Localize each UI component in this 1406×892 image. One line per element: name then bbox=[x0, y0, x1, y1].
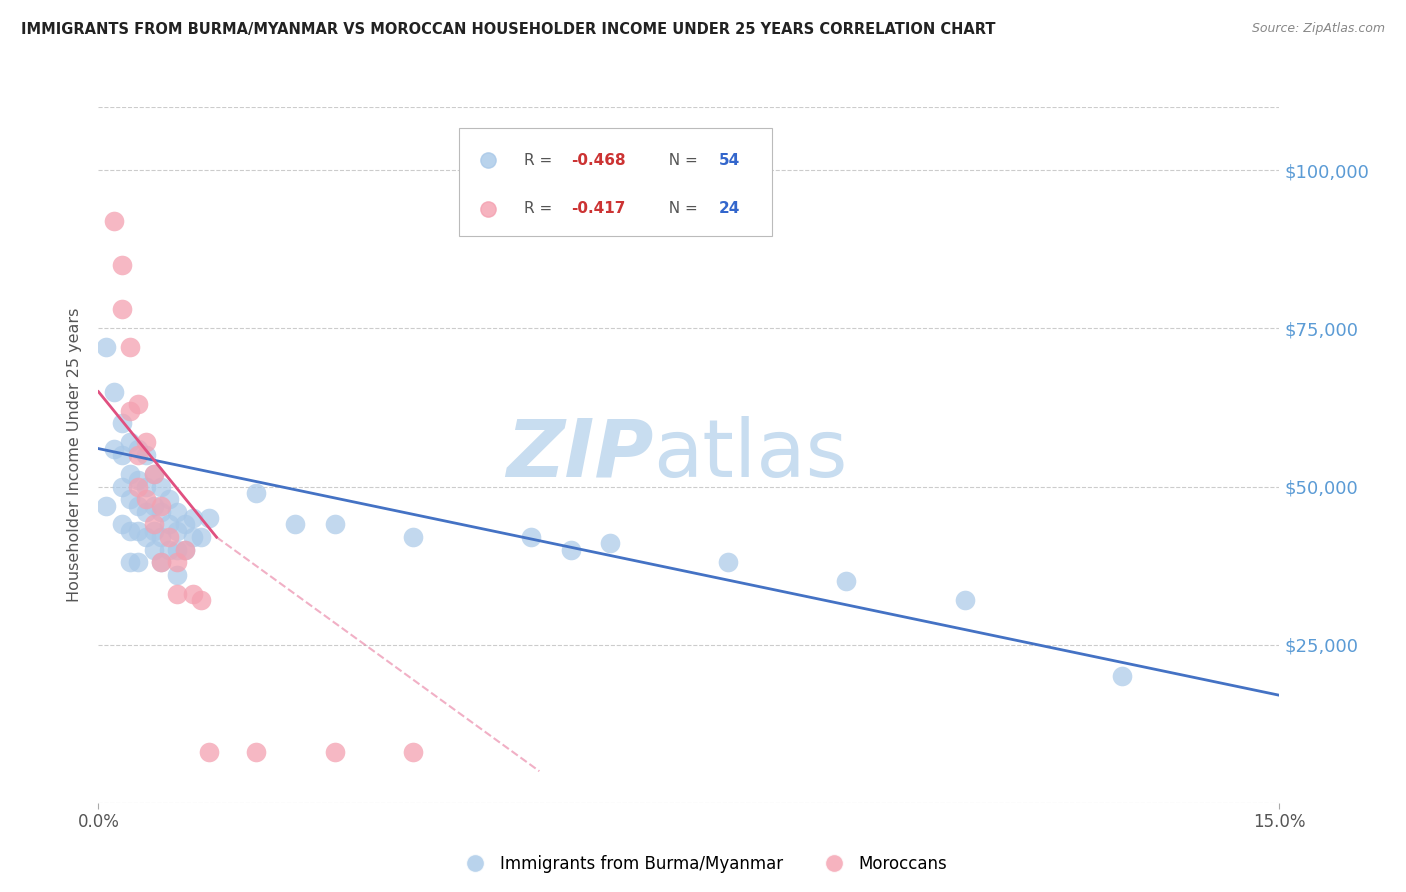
Legend: Immigrants from Burma/Myanmar, Moroccans: Immigrants from Burma/Myanmar, Moroccans bbox=[453, 848, 953, 880]
Point bbox=[150, 556, 173, 570]
Point bbox=[717, 556, 740, 570]
Y-axis label: Householder Income Under 25 years: Householder Income Under 25 years bbox=[67, 308, 83, 602]
Point bbox=[127, 524, 149, 538]
Point bbox=[135, 530, 157, 544]
Point bbox=[127, 442, 149, 456]
Point bbox=[142, 542, 165, 557]
Text: N =: N = bbox=[659, 202, 703, 216]
Text: 54: 54 bbox=[718, 153, 740, 168]
Point bbox=[127, 473, 149, 487]
Point bbox=[166, 524, 188, 538]
FancyBboxPatch shape bbox=[458, 128, 772, 235]
Point bbox=[142, 517, 165, 532]
Text: 24: 24 bbox=[718, 202, 740, 216]
Point bbox=[197, 745, 219, 759]
Text: IMMIGRANTS FROM BURMA/MYANMAR VS MOROCCAN HOUSEHOLDER INCOME UNDER 25 YEARS CORR: IMMIGRANTS FROM BURMA/MYANMAR VS MOROCCA… bbox=[21, 22, 995, 37]
Point bbox=[118, 556, 141, 570]
Text: atlas: atlas bbox=[654, 416, 848, 494]
Point bbox=[157, 542, 180, 557]
Point bbox=[520, 530, 543, 544]
Point bbox=[142, 467, 165, 481]
Point bbox=[174, 542, 197, 557]
Point bbox=[135, 479, 157, 493]
Point bbox=[111, 448, 134, 462]
Point bbox=[402, 745, 425, 759]
Point bbox=[127, 479, 149, 493]
Point bbox=[599, 536, 621, 550]
Point bbox=[135, 492, 157, 507]
Point bbox=[157, 530, 180, 544]
Point bbox=[323, 745, 346, 759]
Point bbox=[118, 467, 141, 481]
Point bbox=[150, 530, 173, 544]
Point bbox=[166, 542, 188, 557]
Point bbox=[142, 524, 165, 538]
Point bbox=[103, 384, 125, 399]
Point bbox=[127, 448, 149, 462]
Point bbox=[197, 511, 219, 525]
Point bbox=[150, 479, 173, 493]
Point bbox=[111, 302, 134, 317]
Point bbox=[111, 417, 134, 431]
Text: Source: ZipAtlas.com: Source: ZipAtlas.com bbox=[1251, 22, 1385, 36]
Text: R =: R = bbox=[523, 202, 557, 216]
Point bbox=[190, 593, 212, 607]
Point bbox=[150, 505, 173, 519]
Point bbox=[118, 492, 141, 507]
Point bbox=[118, 340, 141, 354]
Point bbox=[560, 542, 582, 557]
Point bbox=[103, 214, 125, 228]
Point bbox=[127, 397, 149, 411]
Point bbox=[190, 530, 212, 544]
Point bbox=[111, 258, 134, 272]
Point bbox=[111, 517, 134, 532]
Text: R =: R = bbox=[523, 153, 557, 168]
Point bbox=[135, 435, 157, 450]
Point bbox=[150, 556, 173, 570]
Point bbox=[166, 505, 188, 519]
Text: -0.417: -0.417 bbox=[571, 202, 626, 216]
Point bbox=[157, 517, 180, 532]
Point bbox=[284, 517, 307, 532]
Point bbox=[96, 340, 118, 354]
Point bbox=[135, 448, 157, 462]
Point bbox=[157, 492, 180, 507]
Point bbox=[96, 499, 118, 513]
Text: N =: N = bbox=[659, 153, 703, 168]
Point bbox=[127, 556, 149, 570]
Point bbox=[135, 505, 157, 519]
Point bbox=[402, 530, 425, 544]
Point bbox=[953, 593, 976, 607]
Point bbox=[181, 511, 204, 525]
Point bbox=[166, 587, 188, 601]
Point bbox=[118, 524, 141, 538]
Point bbox=[835, 574, 858, 589]
Point bbox=[245, 745, 267, 759]
Point bbox=[127, 499, 149, 513]
Point bbox=[1111, 669, 1133, 683]
Point bbox=[245, 486, 267, 500]
Point bbox=[118, 403, 141, 417]
Point bbox=[166, 568, 188, 582]
Text: ZIP: ZIP bbox=[506, 416, 654, 494]
Point bbox=[142, 499, 165, 513]
Point bbox=[181, 530, 204, 544]
Point bbox=[150, 499, 173, 513]
Point bbox=[174, 542, 197, 557]
Point bbox=[323, 517, 346, 532]
Point bbox=[142, 467, 165, 481]
Point bbox=[174, 517, 197, 532]
Point bbox=[111, 479, 134, 493]
Point bbox=[103, 442, 125, 456]
Point bbox=[166, 556, 188, 570]
Text: -0.468: -0.468 bbox=[571, 153, 626, 168]
Point bbox=[181, 587, 204, 601]
Point bbox=[118, 435, 141, 450]
